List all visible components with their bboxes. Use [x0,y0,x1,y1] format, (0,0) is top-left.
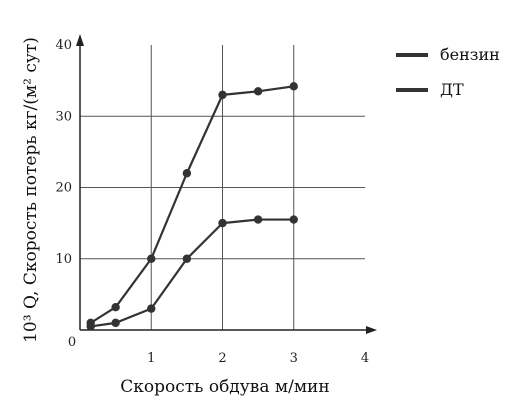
x-tick-label: 1 [147,351,155,366]
data-point [111,303,120,312]
y-tick-label: 10 [55,252,72,267]
series-group [86,82,298,331]
x-axis-arrow [366,326,377,334]
tick-labels: 0 1 2 3 4 10 20 30 40 [55,38,369,366]
data-point [289,82,298,91]
data-point [86,322,95,331]
series-line [90,218,294,328]
y-tick-label: 20 [55,181,72,196]
grid [80,45,365,330]
data-point [147,254,156,263]
x-tick-label: 0 [68,335,76,350]
axes [76,34,377,334]
y-axis-label: 10³ Q, Скорость потерь кг/(м² сут) [21,37,41,343]
series-line [90,85,294,324]
data-point [182,254,192,263]
data-point [147,304,156,313]
x-tick-label: 3 [290,351,298,366]
data-point [253,87,263,96]
legend-label: ДТ [440,80,464,99]
y-axis-arrow [76,34,84,46]
data-point [289,215,298,224]
y-tick-label: 30 [55,109,72,124]
data-point [111,318,120,328]
data-point [182,169,192,178]
x-axis-label: Скорость обдува м/мин [120,377,329,397]
data-point [218,90,227,100]
x-tick-label: 2 [218,351,226,366]
y-tick-label: 40 [55,38,72,53]
x-tick-label: 4 [361,351,369,366]
legend-label: бензин [440,45,500,64]
data-point [218,218,227,228]
legend: бензин ДТ [396,45,500,99]
data-point [253,215,263,224]
